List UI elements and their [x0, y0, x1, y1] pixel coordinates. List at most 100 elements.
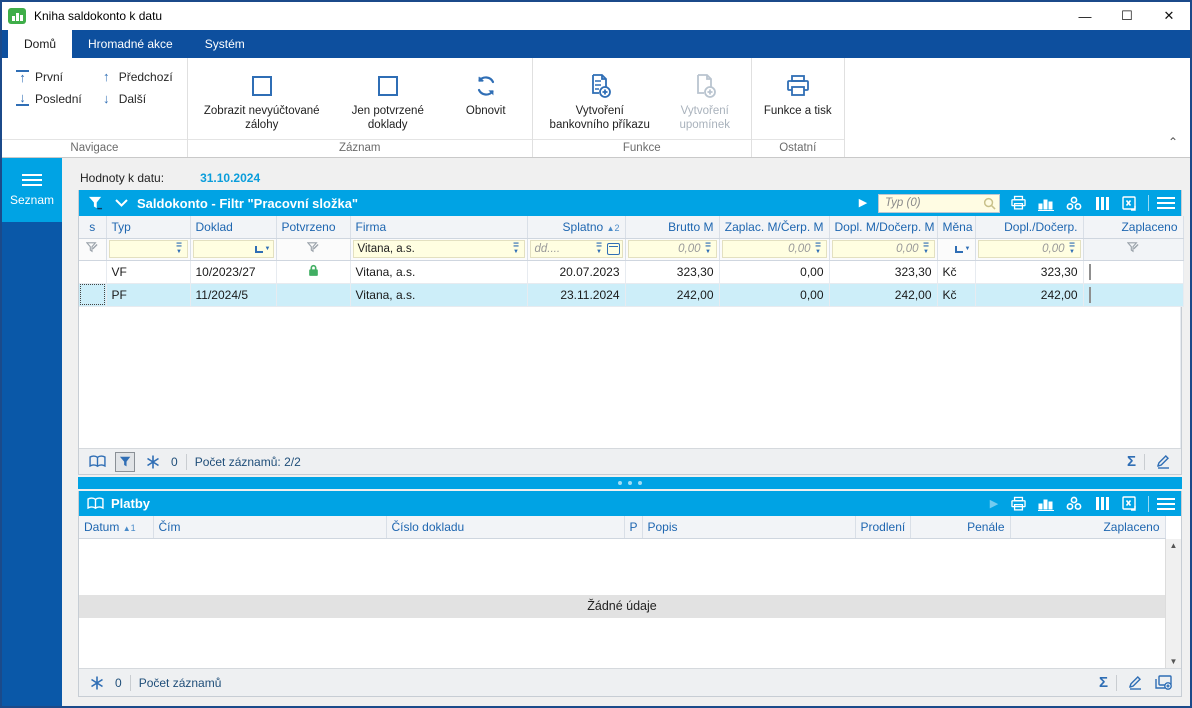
- scroll-up-icon[interactable]: ▲: [1169, 540, 1178, 550]
- sidebar-item-seznam[interactable]: Seznam: [2, 158, 62, 222]
- col-cim[interactable]: Čím: [153, 516, 387, 539]
- frozen-rows-icon[interactable]: [87, 673, 107, 693]
- excel-export-icon[interactable]: [1120, 193, 1140, 213]
- sidebar: Seznam: [2, 158, 62, 706]
- col-firma[interactable]: Firma: [350, 216, 528, 239]
- columns-icon[interactable]: [1092, 494, 1112, 514]
- col-zaplaceno[interactable]: Zaplaceno: [1010, 516, 1166, 539]
- chart-icon[interactable]: [1036, 494, 1056, 514]
- filter-edit-cell[interactable]: [79, 238, 107, 261]
- filter-zaplac[interactable]: 0,00 = ▼: [719, 238, 830, 261]
- saldokonto-row-2[interactable]: PF 11/2024/5 Vitana, a.s. 23.11.2024 242…: [79, 283, 1184, 307]
- col-dopl-m[interactable]: Dopl. M/Dočerp. M: [829, 216, 938, 239]
- filter-potvrzeno[interactable]: [276, 238, 351, 261]
- sum-icon[interactable]: Σ: [1126, 453, 1136, 470]
- ribbon-group-navigace: ↑ První ↑ Předchozí ↓ Poslední ↓ Další: [2, 58, 188, 157]
- col-doklad[interactable]: Doklad: [190, 216, 277, 239]
- panel-menu-icon[interactable]: [1157, 497, 1175, 510]
- filter-typ[interactable]: = ▼: [106, 238, 191, 261]
- tab-system[interactable]: Systém: [204, 37, 245, 51]
- col-zaplac[interactable]: Zaplac. M/Čerp. M: [719, 216, 830, 239]
- col-prodleni[interactable]: Prodlení: [855, 516, 911, 539]
- col-penale[interactable]: Penále: [910, 516, 1011, 539]
- vertical-scrollbar[interactable]: ▲ ▼: [1165, 538, 1181, 668]
- no-data-message: Žádné údaje: [79, 594, 1165, 618]
- col-zaplaceno[interactable]: Zaplaceno: [1083, 216, 1184, 239]
- filter-toggle-button[interactable]: [115, 451, 135, 472]
- record-count: Počet záznamů: 2/2: [194, 454, 301, 469]
- col-cislo-dokladu[interactable]: Číslo dokladu: [386, 516, 625, 539]
- values-date-label: Hodnoty k datu:: [80, 171, 165, 185]
- filter-mena[interactable]: ▼: [937, 238, 976, 261]
- filter-dopl[interactable]: 0,00 = ▼: [975, 238, 1084, 261]
- functions-print-button[interactable]: Funkce a tisk: [756, 64, 840, 120]
- edit-pencil-icon[interactable]: [1125, 673, 1145, 693]
- col-mena[interactable]: Měna: [937, 216, 976, 239]
- col-typ[interactable]: Typ: [106, 216, 191, 239]
- chevron-down-icon[interactable]: [111, 193, 131, 213]
- add-record-icon[interactable]: [1153, 673, 1173, 693]
- tab-domu[interactable]: Domů: [8, 30, 73, 58]
- saldokonto-row-1[interactable]: VF 10/2023/27 Vitana, a.s. 20.07.2023 32…: [79, 260, 1184, 284]
- columns-icon[interactable]: [1092, 193, 1112, 213]
- print-icon[interactable]: [1008, 193, 1028, 213]
- cell-typ: VF: [106, 260, 191, 284]
- ribbon-collapse-chevron-icon[interactable]: ⌃: [1167, 135, 1178, 149]
- saldokonto-header-row: s Typ Doklad Potvrzeno Firma Splatno ▲2 …: [79, 216, 1184, 239]
- frozen-rows-icon[interactable]: [143, 452, 163, 472]
- refresh-button[interactable]: Obnovit: [444, 64, 528, 120]
- filter-dopl-m[interactable]: 0,00 = ▼: [829, 238, 938, 261]
- type-search-input[interactable]: Typ (0): [878, 193, 1000, 213]
- print-icon[interactable]: [1008, 494, 1028, 514]
- nav-last-button[interactable]: ↓ Poslední: [16, 91, 82, 106]
- sum-icon[interactable]: Σ: [1098, 674, 1108, 691]
- filter-doklad[interactable]: ▼: [190, 238, 277, 261]
- nav-first-button[interactable]: ↑ První: [16, 70, 82, 84]
- chart-icon[interactable]: [1036, 193, 1056, 213]
- reports-clover-icon[interactable]: [1064, 494, 1084, 514]
- book-view-icon[interactable]: [87, 452, 107, 472]
- col-popis[interactable]: Popis: [642, 516, 856, 539]
- close-button[interactable]: ✕: [1163, 8, 1175, 23]
- filter-brutto[interactable]: 0,00 = ▼: [625, 238, 720, 261]
- col-p[interactable]: P: [624, 516, 643, 539]
- checkbox-icon: [377, 76, 398, 96]
- col-dopl[interactable]: Dopl./Dočerp.: [975, 216, 1084, 239]
- nav-next-button[interactable]: ↓ Další: [100, 92, 173, 106]
- condition-dropdown-icon: = ▼: [596, 240, 602, 256]
- paid-status-swatch: [1088, 263, 1091, 280]
- platby-panel-header: Platby ▶: [79, 491, 1181, 516]
- maximize-button[interactable]: ☐: [1121, 8, 1133, 23]
- tab-hromadne-akce[interactable]: Hromadné akce: [88, 37, 173, 51]
- col-splatno[interactable]: Splatno ▲2: [527, 216, 626, 239]
- col-datum[interactable]: Datum ▲1: [79, 516, 154, 539]
- last-icon: ↓: [16, 91, 29, 106]
- scroll-down-icon[interactable]: ▼: [1169, 657, 1178, 666]
- panel-menu-icon[interactable]: [1157, 197, 1175, 209]
- col-s[interactable]: s: [79, 216, 107, 239]
- show-unbilled-advances-toggle[interactable]: Zobrazit nevyúčtované zálohy: [192, 64, 332, 135]
- group-label-funkce: Funkce: [532, 139, 751, 157]
- filter-firma[interactable]: Vitana, a.s. = ▼: [350, 238, 528, 261]
- run-filter-icon[interactable]: ▶: [858, 197, 868, 209]
- nav-previous-button[interactable]: ↑ Předchozí: [100, 70, 173, 84]
- excel-export-icon[interactable]: [1120, 494, 1140, 514]
- cell-potvrzeno: [276, 260, 351, 284]
- filter-splatno[interactable]: dd.... = ▼: [527, 238, 626, 261]
- filter-zaplaceno[interactable]: [1083, 238, 1184, 261]
- condition-dropdown-icon: = ▼: [1069, 240, 1075, 256]
- platby-panel: Platby ▶: [78, 491, 1182, 697]
- col-potvrzeno[interactable]: Potvrzeno: [276, 216, 351, 239]
- only-confirmed-docs-toggle[interactable]: Jen potvrzené doklady: [332, 64, 444, 135]
- reports-clover-icon[interactable]: [1064, 193, 1084, 213]
- filter-icon[interactable]: [85, 193, 105, 213]
- create-bank-order-button[interactable]: Vytvoření bankovního příkazu: [537, 64, 663, 135]
- edit-pencil-icon[interactable]: [1153, 452, 1173, 472]
- sort-asc-icon: ▲: [606, 223, 615, 233]
- minimize-button[interactable]: —: [1078, 8, 1092, 24]
- ribbon-group-zaznam: Zobrazit nevyúčtované zálohy Jen potvrze…: [187, 58, 533, 157]
- col-brutto[interactable]: Brutto M: [625, 216, 720, 239]
- cell-firma: Vitana, a.s.: [350, 283, 528, 307]
- panel-splitter-handle[interactable]: [78, 477, 1182, 489]
- values-date-value[interactable]: 31.10.2024: [200, 171, 261, 185]
